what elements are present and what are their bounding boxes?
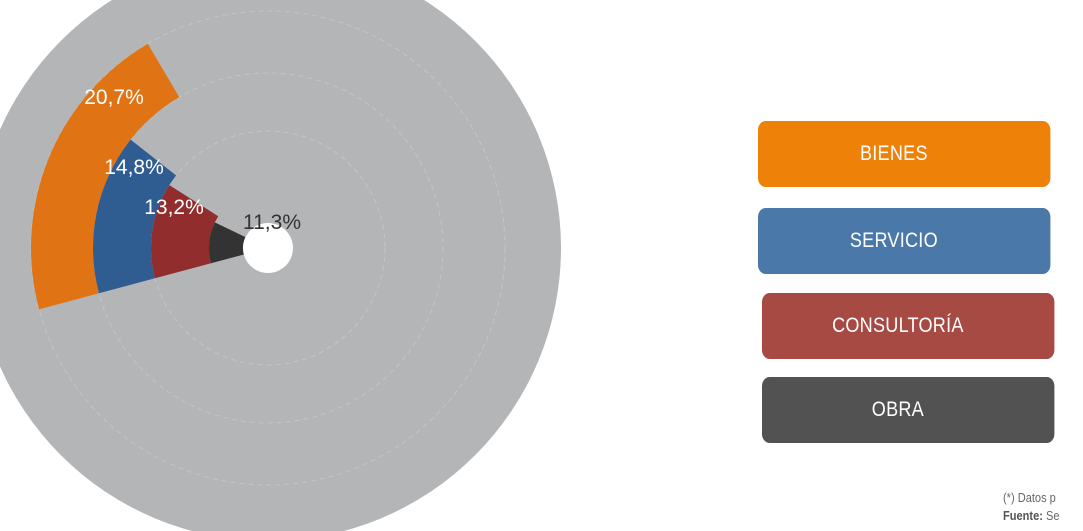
bar-consultoría [151, 185, 219, 279]
legend-item-obra[interactable]: OBRA [762, 377, 1055, 443]
legend-label-obra: OBRA [871, 398, 924, 421]
data-label-obra: 11,3% [243, 211, 301, 234]
data-label-consultoría: 13,2% [144, 196, 204, 219]
data-label-bienes: 20,7% [84, 86, 144, 109]
legend-label-bienes: BIENES [859, 142, 928, 165]
bar-obra [208, 222, 246, 264]
legend-item-bienes[interactable]: BIENES [758, 121, 1051, 187]
bar-bienes [31, 43, 180, 310]
chart-data-labels: 20,7% 14,8% 13,2% 11,3% [84, 86, 301, 234]
footnote-source: Fuente: Se [1003, 508, 1059, 523]
legend-item-servicio[interactable]: SERVICIO [758, 208, 1051, 274]
radial-bar-chart: 20,7% 14,8% 13,2% 11,3% [0, 0, 561, 531]
footnote-note-text: (*) Datos p [1003, 490, 1056, 505]
bar-servicio [93, 139, 177, 294]
ring-gridline [30, 10, 506, 486]
chart-bars [31, 43, 293, 310]
footnote-source-text: Se [1042, 508, 1060, 523]
center-hole [243, 223, 293, 273]
legend-item-consultoria[interactable]: CONSULTORÍA [762, 293, 1055, 359]
footnote-note: (*) Datos p [1003, 490, 1056, 505]
legend-label-consultoria: CONSULTORÍA [832, 314, 964, 337]
ring-gridline [150, 130, 386, 366]
data-label-servicio: 14,8% [104, 156, 164, 179]
legend-label-servicio: SERVICIO [849, 229, 938, 252]
footnote-source-label: Fuente: [1003, 508, 1043, 523]
